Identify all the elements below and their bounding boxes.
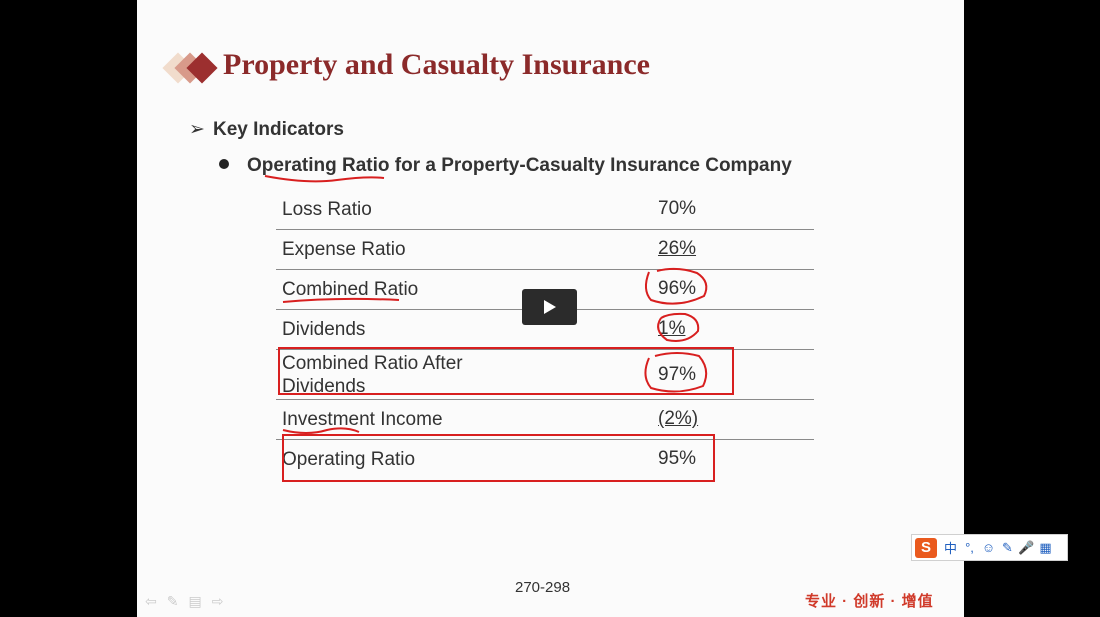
dot-bullet-icon (219, 158, 229, 169)
row-value: (2%) (658, 408, 699, 429)
row-label: Operating Ratio (282, 449, 416, 470)
row-label: Loss Ratio (282, 199, 372, 220)
menu-icon[interactable]: ▤ (188, 593, 202, 609)
ime-toolbar: S 中 °, ☺ ✎ 🎤 ▦ (911, 534, 1068, 561)
table-row: Investment Income (2%) (276, 400, 814, 440)
row-value: 70% (658, 198, 697, 219)
slideshow-nav: ⇦ ✎ ▤ ⇨ (145, 593, 233, 610)
play-button[interactable] (522, 289, 577, 325)
bullet-key-indicators: ➢ Key Indicators (189, 118, 344, 141)
table-row: Expense Ratio 26% (276, 230, 814, 270)
table-row: Loss Ratio 70% (276, 190, 814, 230)
toolbox-grid-icon[interactable]: ▦ (1039, 539, 1052, 555)
diamond-logo-icon (162, 52, 218, 84)
row-label: Expense Ratio (282, 239, 406, 260)
row-value: 1% (658, 318, 686, 339)
slide: Property and Casualty Insurance ➢ Key Ind… (137, 0, 964, 617)
punctuation-icon[interactable]: °, (965, 540, 974, 555)
row-value: 26% (658, 238, 697, 259)
microphone-icon[interactable]: 🎤 (1018, 539, 1035, 555)
bullet-l1-text: Key Indicators (213, 119, 344, 140)
row-value: 95% (658, 448, 697, 469)
emoji-icon[interactable]: ☺ (981, 540, 996, 555)
row-label: Investment Income (282, 409, 443, 430)
play-icon (544, 300, 556, 314)
prev-icon[interactable]: ⇦ (145, 593, 157, 609)
row-label: Combined Ratio After Dividends (282, 353, 463, 397)
table-row: Combined Ratio After Dividends 97% (276, 350, 814, 400)
pen-icon[interactable]: ✎ (166, 593, 179, 609)
slide-title: Property and Casualty Insurance (223, 48, 650, 81)
skin-icon[interactable]: ✎ (1002, 539, 1013, 555)
row-label: Combined Ratio (282, 279, 419, 300)
motto-text: 专业 · 创新 · 增值 (805, 593, 934, 610)
ratio-table: Loss Ratio 70% Expense Ratio 26% Combine… (276, 190, 814, 479)
sogou-logo-icon[interactable]: S (915, 537, 937, 558)
next-icon[interactable]: ⇨ (211, 593, 224, 609)
bullet-operating-ratio: Operating Ratio for a Property-Casualty … (219, 155, 792, 177)
row-value: 97% (658, 364, 697, 385)
row-value: 96% (658, 278, 697, 299)
page-number: 270-298 (515, 579, 571, 596)
bullet-l2-text: Operating Ratio for a Property-Casualty … (247, 155, 792, 176)
ime-lang-toggle[interactable]: 中 (943, 541, 957, 556)
row-label: Dividends (282, 319, 366, 340)
arrow-bullet-icon: ➢ (189, 119, 205, 140)
table-row: Operating Ratio 95% (276, 440, 814, 479)
